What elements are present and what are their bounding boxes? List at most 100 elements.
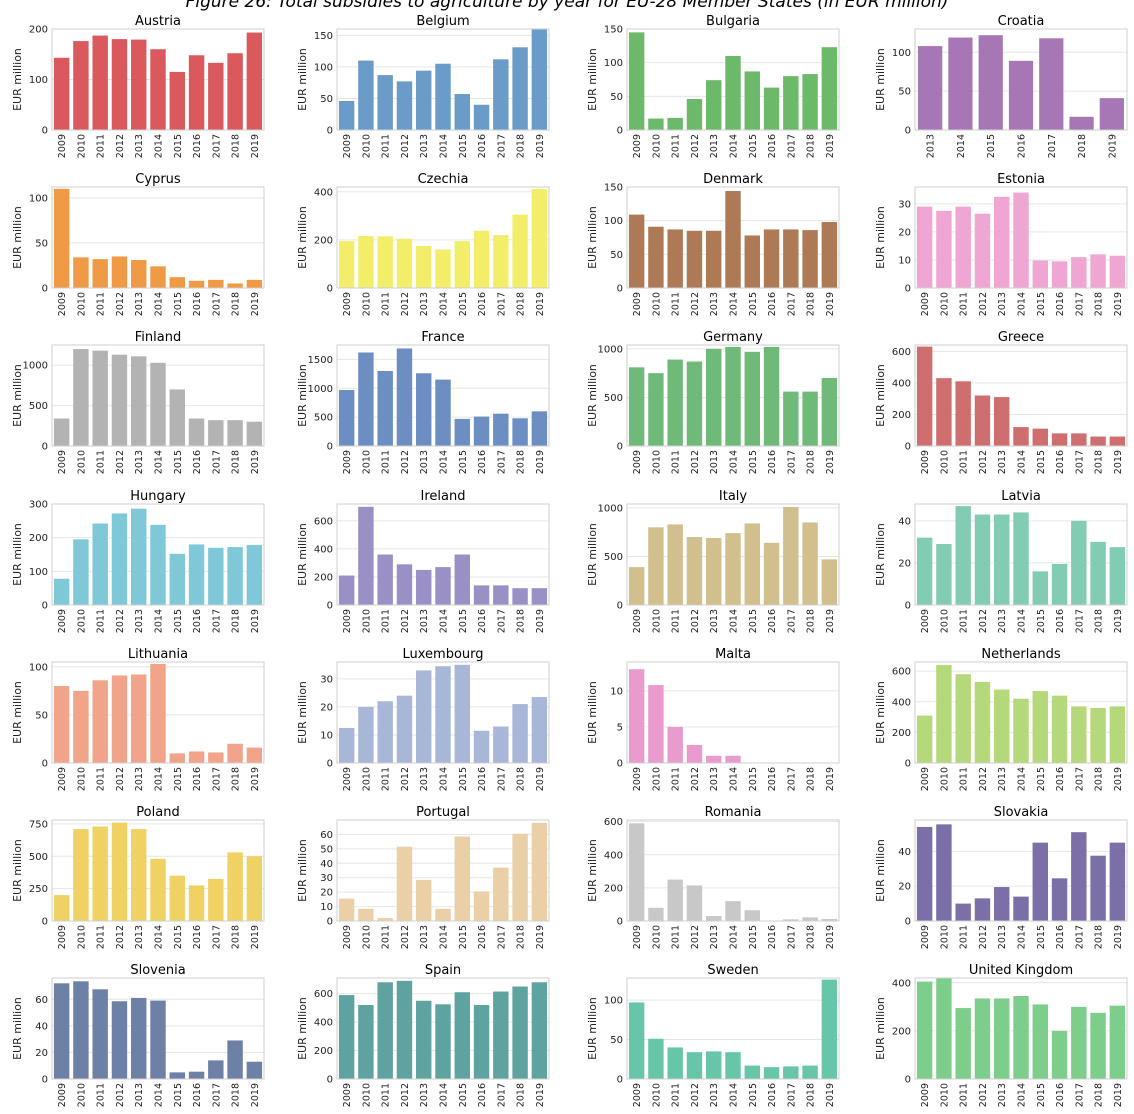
x-tick-label: 2012 <box>115 450 126 474</box>
y-tick-label: 50 <box>35 710 48 721</box>
x-tick-label: 2009 <box>632 609 643 633</box>
x-tick-label: 2014 <box>729 1083 740 1107</box>
x-tick-label: 2018 <box>1094 1083 1105 1107</box>
x-tick-label: 2009 <box>342 292 353 316</box>
x-tick-label: 2015 <box>458 1083 469 1107</box>
x-tick-label: 2010 <box>651 925 662 949</box>
y-tick-label: 10 <box>320 730 333 741</box>
y-tick-label: 400 <box>892 697 911 708</box>
y-tick-label: 0 <box>327 1075 333 1086</box>
bar <box>975 682 990 763</box>
bar <box>112 513 127 605</box>
bar <box>725 756 740 763</box>
x-tick-label: 2011 <box>671 450 682 474</box>
x-tick-label: 2009 <box>57 609 68 633</box>
x-tick-label: 2009 <box>57 134 68 158</box>
x-tick-label: 2015 <box>1036 609 1047 633</box>
y-axis-label: EUR million <box>296 681 309 744</box>
x-tick-label: 2014 <box>439 925 450 949</box>
x-tick-label: 2010 <box>76 292 87 316</box>
bar <box>936 978 951 1079</box>
y-tick-label: 0 <box>327 917 333 928</box>
x-tick-label: 2018 <box>516 134 527 158</box>
bar <box>802 917 817 921</box>
y-tick-label: 600 <box>604 817 623 828</box>
bar <box>745 352 760 446</box>
bar <box>667 118 682 130</box>
bar <box>493 868 508 921</box>
y-tick-label: 10 <box>898 255 911 266</box>
y-axis-label: EUR million <box>874 48 887 111</box>
y-tick-label: 0 <box>42 284 48 295</box>
x-tick-label: 2016 <box>477 292 488 316</box>
y-tick-label: 1500 <box>308 355 333 366</box>
bar <box>955 1008 970 1079</box>
bar <box>512 704 527 763</box>
x-tick-label: 2010 <box>939 767 950 791</box>
x-tick-label: 2014 <box>729 292 740 316</box>
bar <box>745 71 760 130</box>
x-tick-label: 2017 <box>496 134 507 158</box>
chart-title: Romania <box>705 805 762 820</box>
y-axis-label: EUR million <box>586 681 599 744</box>
y-tick-label: 1000 <box>598 344 623 355</box>
bar <box>802 1066 817 1079</box>
x-tick-label: 2011 <box>959 292 970 316</box>
bar <box>150 525 165 605</box>
y-axis-label: EUR million <box>296 523 309 586</box>
x-tick-label: 2013 <box>134 450 145 474</box>
x-tick-label: 2017 <box>1074 450 1085 474</box>
bar <box>955 674 970 763</box>
chart-title: Finland <box>135 330 181 345</box>
bar <box>189 1072 204 1079</box>
bar <box>455 419 470 446</box>
bar <box>667 229 682 288</box>
x-tick-label: 2014 <box>729 767 740 791</box>
chart-title: Netherlands <box>981 647 1060 662</box>
x-tick-label: 2010 <box>939 1083 950 1107</box>
x-tick-label: 2012 <box>115 767 126 791</box>
chart-title: Cyprus <box>135 172 181 187</box>
y-axis-label: EUR million <box>874 364 887 427</box>
bar <box>170 277 185 288</box>
x-tick-label: 2016 <box>477 767 488 791</box>
x-tick-label: 2014 <box>1017 1083 1028 1107</box>
x-tick-label: 2015 <box>1036 925 1047 949</box>
bar <box>1071 257 1086 288</box>
x-tick-label: 2018 <box>1094 609 1105 633</box>
y-tick-label: 50 <box>898 87 911 98</box>
x-tick-label: 2016 <box>767 925 778 949</box>
bar <box>1071 1007 1086 1079</box>
bar <box>917 982 932 1079</box>
x-tick-label: 2018 <box>806 925 817 949</box>
x-tick-label: 2017 <box>786 134 797 158</box>
x-tick-label: 2011 <box>96 925 107 949</box>
x-tick-label: 2019 <box>825 134 836 158</box>
x-tick-label: 2013 <box>419 925 430 949</box>
bar <box>1071 832 1086 921</box>
x-tick-label: 2009 <box>342 767 353 791</box>
bar <box>629 1002 644 1079</box>
y-axis-label: EUR million <box>874 206 887 269</box>
y-tick-label: 0 <box>327 601 333 612</box>
x-tick-label: 2015 <box>748 134 759 158</box>
bar <box>227 420 242 446</box>
x-tick-label: 2009 <box>920 609 931 633</box>
x-tick-label: 2017 <box>211 1083 222 1107</box>
bar <box>493 235 508 288</box>
x-tick-label: 2019 <box>825 767 836 791</box>
bar <box>397 696 412 763</box>
x-tick-label: 2014 <box>439 134 450 158</box>
x-tick-label: 2018 <box>516 925 527 949</box>
y-tick-label: 600 <box>892 347 911 358</box>
x-tick-label: 2014 <box>439 1083 450 1107</box>
x-tick-label: 2019 <box>535 925 546 949</box>
y-tick-label: 500 <box>604 552 623 563</box>
y-tick-label: 150 <box>314 31 333 42</box>
y-tick-label: 50 <box>610 92 623 103</box>
